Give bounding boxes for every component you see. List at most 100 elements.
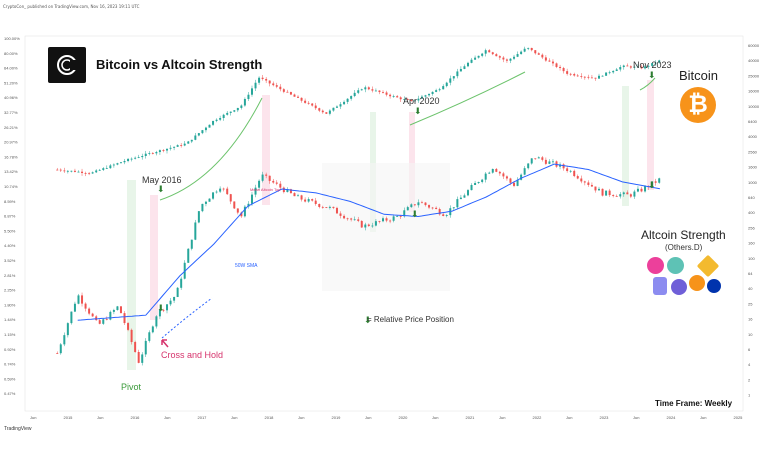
alt-candle [169, 300, 172, 305]
btc-candle [148, 153, 151, 154]
left-axis: 100.00% 80.00% 64.00% 51.20% 40.96% 32.77% 26.… [4, 36, 20, 396]
btc-candle [435, 90, 438, 92]
btc-candle [530, 47, 533, 51]
alt-candle [590, 184, 593, 187]
btc-candle [63, 170, 66, 172]
btc-candle [477, 55, 480, 58]
alt-candle [109, 311, 112, 320]
alt-candle [551, 161, 554, 163]
btc-candle [162, 150, 165, 151]
btc-candle [360, 89, 363, 91]
x-tick-label: 2016 [131, 415, 141, 420]
btc-candle [176, 145, 179, 147]
alt-candle [275, 182, 278, 184]
altcoin-sub: (Others.D) [665, 243, 703, 252]
alt-candle [158, 309, 161, 317]
alt-candle [445, 215, 448, 216]
alt-candle [325, 207, 328, 208]
alt-candle [282, 187, 285, 193]
alt-candle [321, 206, 324, 208]
alt-candle [123, 313, 126, 324]
btc-candle [541, 54, 544, 58]
left-tick-label: 100.00% [4, 36, 20, 41]
alt-candle [385, 218, 388, 221]
label-apr2020: Apr 2020 [403, 96, 440, 106]
x-tick-label: 2025 [734, 415, 744, 420]
btc-candle [247, 94, 250, 99]
btc-candle [307, 102, 310, 104]
btc-candle [130, 158, 133, 160]
x-tick-label: Jun [633, 415, 639, 420]
x-tick-label: 2018 [265, 415, 275, 420]
btc-candle [622, 65, 625, 68]
alt-candle [357, 219, 360, 221]
alt-candle [222, 188, 225, 190]
alt-candle [261, 174, 264, 181]
alt-candle [63, 335, 66, 345]
btc-candle [325, 112, 328, 114]
alt-candle [137, 351, 140, 363]
right-tick-label: 25 [748, 301, 753, 306]
alt-candle [314, 200, 317, 204]
btc-candle [654, 62, 657, 64]
btc-candle [357, 90, 360, 93]
right-tick-label: 400 [748, 210, 755, 215]
alt-candle [484, 173, 487, 180]
alt-candle [208, 198, 211, 202]
alt-candle [658, 178, 661, 183]
btc-candle [644, 66, 647, 69]
btc-candle [258, 77, 261, 83]
arrow-2023-alt: ⬇ [648, 180, 656, 190]
btc-candle [502, 57, 505, 60]
alt-candle [304, 199, 307, 202]
alt-candle [141, 354, 144, 363]
btc-candle [229, 111, 232, 113]
btc-candle [658, 60, 661, 63]
btc-candle [608, 72, 611, 74]
btc-candle [619, 67, 622, 70]
btc-candle [66, 170, 69, 172]
alt-candle [481, 179, 484, 182]
x-tick-label: 2022 [533, 415, 543, 420]
alt-candle [417, 202, 420, 206]
sma-dotted-connector [161, 297, 213, 339]
btc-candle [297, 96, 300, 98]
btc-candle [151, 153, 154, 154]
btc-candle [509, 58, 512, 61]
zone-pink-2016 [150, 195, 158, 320]
alt-candle [392, 216, 395, 221]
x-axis: Jun 2015 Jun 2016 Jun 2017 Jun 2018 Jun 2019 Jun 20… [30, 415, 743, 420]
right-tick-label: 640 [748, 195, 755, 200]
btc-candle [396, 96, 399, 98]
alt-candle [601, 188, 604, 196]
right-tick-label: 6400 [748, 119, 758, 124]
right-tick-label: 40 [748, 286, 753, 291]
btc-candle [442, 86, 445, 90]
alt-candle [633, 191, 636, 197]
alt-candle [513, 182, 516, 186]
left-tick-label: 64.00% [4, 66, 18, 71]
btc-candle [84, 172, 87, 174]
btc-candle [382, 92, 385, 93]
x-tick-label: Jun [566, 415, 572, 420]
btc-candle [88, 173, 91, 175]
cardano-icon [707, 279, 721, 293]
right-tick-label: 16 [748, 317, 753, 322]
btc-candle [420, 96, 423, 99]
left-tick-label: 5.50% [4, 228, 16, 233]
alt-candle [73, 303, 76, 312]
alt-candle [580, 178, 583, 182]
alt-candle [166, 304, 169, 311]
btc-candle [119, 162, 122, 164]
btc-candle [615, 69, 618, 71]
alt-candle [548, 161, 551, 164]
btc-candle [527, 47, 530, 49]
btc-candle [169, 147, 172, 149]
alt-candle [297, 195, 300, 197]
left-tick-label: 6.87% [4, 214, 16, 219]
btc-candle [261, 77, 264, 79]
alt-candle [187, 248, 190, 263]
btc-candle [304, 100, 307, 103]
alt-candle [254, 187, 257, 195]
alt-candle [615, 195, 618, 197]
